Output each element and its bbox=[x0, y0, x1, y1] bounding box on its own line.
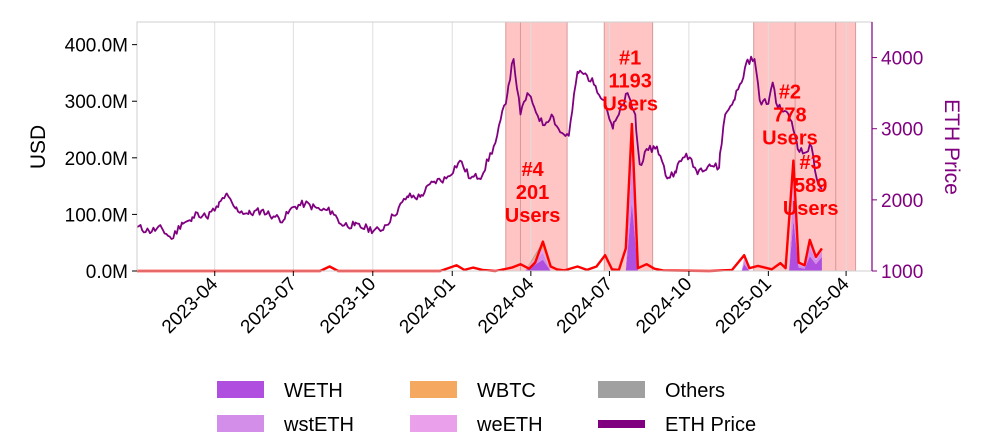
annotation-line: Users bbox=[505, 205, 561, 227]
x-tick-label: 2024-04 bbox=[474, 273, 538, 337]
x-tick-label: 2024-01 bbox=[396, 274, 460, 338]
legend-swatch bbox=[410, 415, 457, 432]
legend-swatch bbox=[217, 415, 264, 432]
annotation-line: #1 bbox=[619, 47, 641, 69]
annotation-line: Users bbox=[602, 93, 658, 115]
y-right-tick-label: 1000 bbox=[881, 262, 923, 283]
annotation-line: 589 bbox=[794, 175, 827, 197]
annotation-line: 778 bbox=[773, 104, 806, 126]
legend-swatch bbox=[598, 381, 645, 398]
annotation-line: Users bbox=[762, 127, 818, 149]
x-tick-label: 2024-07 bbox=[553, 274, 617, 338]
legend-label: wstETH bbox=[283, 414, 354, 436]
annotation-line: #4 bbox=[521, 159, 544, 181]
x-tick-label: 2023-04 bbox=[158, 273, 222, 337]
y-right-tick-label: 2000 bbox=[881, 191, 923, 212]
y-right-axis-title: ETH Price bbox=[940, 99, 963, 195]
y-left-tick-label: 0.0M bbox=[86, 262, 128, 283]
y-right-tick-label: 4000 bbox=[881, 49, 923, 70]
total-line-layer bbox=[137, 124, 822, 271]
legend-label: WBTC bbox=[477, 380, 536, 402]
annotation-line: Users bbox=[783, 198, 839, 220]
total-line bbox=[137, 124, 822, 271]
x-tick-label: 2023-07 bbox=[237, 274, 301, 338]
legend-label: WETH bbox=[284, 380, 343, 402]
legend-label: Others bbox=[665, 380, 725, 402]
legend-swatch bbox=[598, 420, 645, 428]
legend-label: ETH Price bbox=[665, 414, 756, 436]
y-right-axis: 1000 2000 3000 4000 bbox=[872, 22, 923, 283]
legend: WETH WBTC Others wstETH weETH ETH Price bbox=[217, 380, 756, 436]
x-tick-label: 2025-01 bbox=[712, 274, 776, 338]
y-left-axis: 0.0M 100.0M 200.0M 300.0M 400.0M bbox=[65, 36, 137, 283]
annotation-line: 201 bbox=[516, 182, 549, 204]
x-tick-label: 2024-10 bbox=[632, 274, 696, 338]
x-axis: 2023-042023-072023-102024-012024-042024-… bbox=[158, 271, 854, 338]
eth-price-line bbox=[137, 57, 822, 239]
x-tick-label: 2023-10 bbox=[316, 274, 380, 338]
legend-label: weETH bbox=[476, 414, 543, 436]
y-left-tick-label: 200.0M bbox=[65, 149, 128, 170]
y-left-tick-label: 300.0M bbox=[65, 92, 128, 113]
annotation-line: #2 bbox=[779, 81, 801, 103]
y-right-tick-label: 3000 bbox=[881, 120, 923, 141]
y-left-tick-label: 100.0M bbox=[65, 205, 128, 226]
shaded-period bbox=[506, 22, 567, 271]
eth-price-layer bbox=[137, 57, 822, 239]
annotation-line: 1193 bbox=[608, 70, 651, 92]
x-tick-label: 2025-04 bbox=[789, 273, 853, 337]
y-left-tick-label: 400.0M bbox=[65, 36, 128, 57]
annotation-line: #3 bbox=[800, 152, 822, 174]
legend-swatch bbox=[217, 381, 264, 398]
y-left-axis-title: USD bbox=[27, 125, 50, 169]
legend-swatch bbox=[410, 381, 457, 398]
